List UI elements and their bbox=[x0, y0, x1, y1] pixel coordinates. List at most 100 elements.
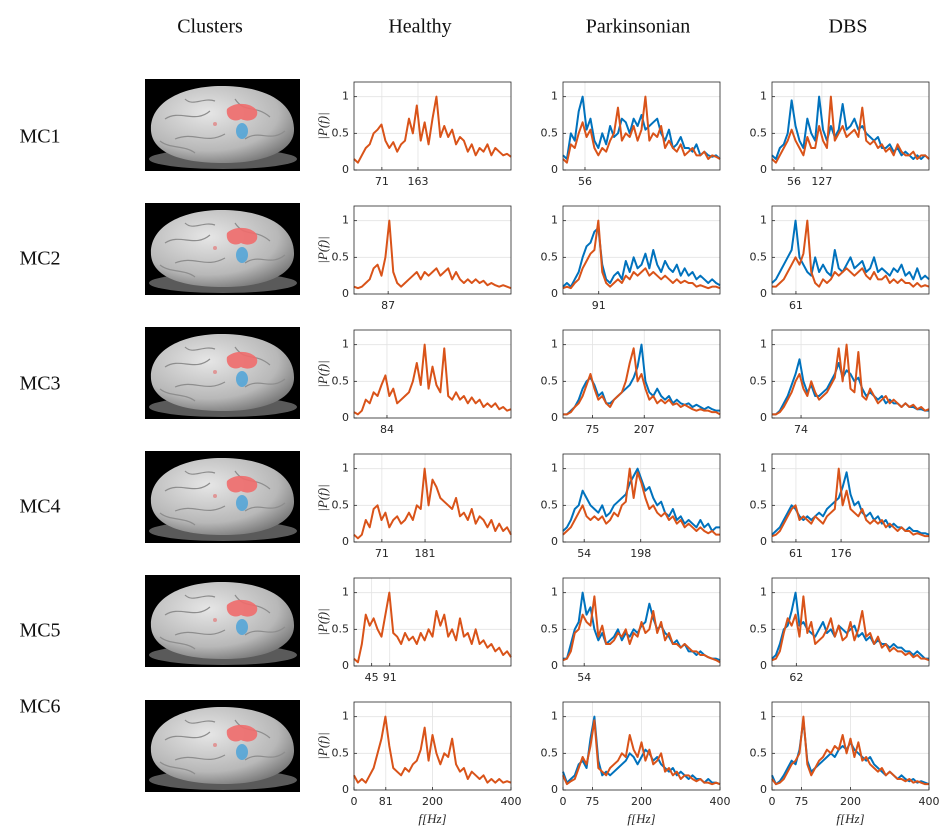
axes-box bbox=[771, 81, 930, 171]
y-tick-label: 0.5 bbox=[541, 498, 559, 511]
y-tick-label: 1 bbox=[760, 586, 767, 599]
y-tick-label: 0.5 bbox=[332, 374, 350, 387]
y-tick-label: 1 bbox=[760, 214, 767, 227]
plot-area bbox=[563, 206, 720, 294]
x-tick-label: 74 bbox=[794, 423, 808, 436]
y-tick-label: 0 bbox=[760, 411, 767, 424]
y-tick-label: 1 bbox=[551, 90, 558, 103]
axes-box bbox=[353, 453, 512, 543]
y-axis-label: |P(f)| bbox=[315, 732, 330, 759]
y-tick-label: 0 bbox=[551, 783, 558, 796]
axes-box bbox=[771, 329, 930, 419]
plot-area bbox=[354, 330, 511, 418]
y-tick-label: 0 bbox=[551, 535, 558, 548]
axes-box bbox=[353, 205, 512, 295]
spectrum-line bbox=[353, 715, 512, 784]
brain-image bbox=[144, 450, 301, 544]
spectrum-panel: 0 0.5 1 74 bbox=[750, 329, 930, 436]
y-tick-label: 0.5 bbox=[332, 126, 350, 139]
y-tick-label: 0.5 bbox=[541, 746, 559, 759]
y-tick-label: 0.5 bbox=[332, 622, 350, 635]
x-tick-label: 400 bbox=[919, 795, 940, 808]
plot-area bbox=[354, 578, 511, 666]
y-tick-label: 1 bbox=[551, 214, 558, 227]
x-tick-label: 200 bbox=[422, 795, 443, 808]
spectrum-panel: 0 0.5 1 91 bbox=[541, 205, 721, 312]
y-tick-label: 0 bbox=[342, 163, 349, 176]
x-tick-label: 400 bbox=[710, 795, 731, 808]
row-label: MC3 bbox=[19, 373, 60, 395]
x-tick-label: 62 bbox=[789, 671, 803, 684]
y-tick-label: 1 bbox=[760, 462, 767, 475]
axes-box bbox=[771, 701, 930, 791]
x-tick-label: 81 bbox=[379, 795, 393, 808]
y-tick-label: 1 bbox=[342, 586, 349, 599]
spectrum-line bbox=[562, 219, 721, 290]
x-axis-label: f[Hz] bbox=[418, 811, 446, 826]
spectrum-line bbox=[562, 467, 720, 536]
x-tick-label: 127 bbox=[811, 175, 832, 188]
spectrum-panel: 0 0.5 1 71 181 |P(f)| bbox=[315, 453, 512, 560]
y-tick-label: 0 bbox=[342, 535, 349, 548]
column-title: Healthy bbox=[388, 16, 451, 38]
x-tick-label: 91 bbox=[592, 299, 606, 312]
y-tick-label: 0.5 bbox=[332, 498, 350, 511]
spectrum-line bbox=[353, 219, 512, 290]
spectrum-panel: 0 0.5 1 71 163 |P(f)| bbox=[315, 81, 512, 188]
y-tick-label: 0.5 bbox=[750, 746, 768, 759]
x-axis-label: f[Hz] bbox=[627, 811, 655, 826]
brain-images bbox=[144, 78, 301, 793]
spectrum-line bbox=[353, 343, 512, 416]
spectrum-panel: 0 0.5 1 56 bbox=[541, 81, 721, 188]
y-axis-label: |P(f)| bbox=[315, 236, 330, 263]
spectrum-panel: 0 0.5 1 61 176 bbox=[750, 453, 930, 560]
y-tick-label: 1 bbox=[760, 90, 767, 103]
axes-box bbox=[562, 453, 721, 543]
x-tick-label: 75 bbox=[794, 795, 808, 808]
y-tick-label: 0 bbox=[342, 659, 349, 672]
spectrum-line bbox=[562, 227, 721, 288]
x-tick-label: 0 bbox=[351, 795, 358, 808]
spectrum-panel: 0 0.5 1 0 81 200 400 |P(f)| f[Hz] bbox=[315, 701, 522, 826]
spectrum-line bbox=[772, 219, 930, 288]
row-label: MC5 bbox=[19, 620, 60, 642]
y-tick-label: 1 bbox=[342, 462, 349, 475]
axes-box bbox=[353, 577, 512, 667]
x-tick-label: 181 bbox=[415, 547, 436, 560]
y-tick-label: 1 bbox=[760, 338, 767, 351]
y-tick-label: 0 bbox=[551, 163, 558, 176]
spectrum-panel: 0 0.5 1 61 bbox=[750, 205, 930, 312]
y-tick-label: 0 bbox=[760, 659, 767, 672]
y-tick-label: 1 bbox=[551, 710, 558, 723]
y-tick-label: 0 bbox=[760, 783, 767, 796]
y-axis-label: |P(f)| bbox=[315, 360, 330, 387]
x-tick-label: 91 bbox=[383, 671, 397, 684]
axes-box bbox=[562, 205, 721, 295]
axes-box bbox=[562, 81, 721, 171]
y-tick-label: 0 bbox=[760, 535, 767, 548]
spectrum-line bbox=[771, 591, 929, 660]
brain-image bbox=[144, 326, 301, 420]
plot-area bbox=[354, 454, 511, 542]
x-tick-label: 198 bbox=[630, 547, 651, 560]
plot-area bbox=[354, 206, 511, 294]
y-axis-label: |P(f)| bbox=[315, 608, 330, 635]
y-tick-label: 1 bbox=[551, 462, 558, 475]
x-tick-label: 163 bbox=[407, 175, 428, 188]
x-tick-label: 207 bbox=[634, 423, 655, 436]
x-tick-label: 71 bbox=[375, 547, 389, 560]
axes-box bbox=[562, 577, 721, 667]
y-tick-label: 0 bbox=[342, 783, 349, 796]
spectrum-line bbox=[562, 467, 720, 532]
y-tick-label: 0 bbox=[760, 163, 767, 176]
column-title: DBS bbox=[829, 16, 868, 38]
spectrum-line bbox=[353, 467, 512, 540]
y-tick-label: 0.5 bbox=[750, 622, 768, 635]
y-tick-label: 0.5 bbox=[750, 374, 768, 387]
axes-box bbox=[353, 81, 512, 171]
x-tick-label: 84 bbox=[380, 423, 394, 436]
spectrum-panel: 0 0.5 1 45 91 |P(f)| bbox=[315, 577, 512, 684]
spectrum-panel: 0 0.5 1 84 |P(f)| bbox=[315, 329, 512, 436]
y-tick-label: 0.5 bbox=[332, 746, 350, 759]
y-tick-label: 1 bbox=[551, 586, 558, 599]
